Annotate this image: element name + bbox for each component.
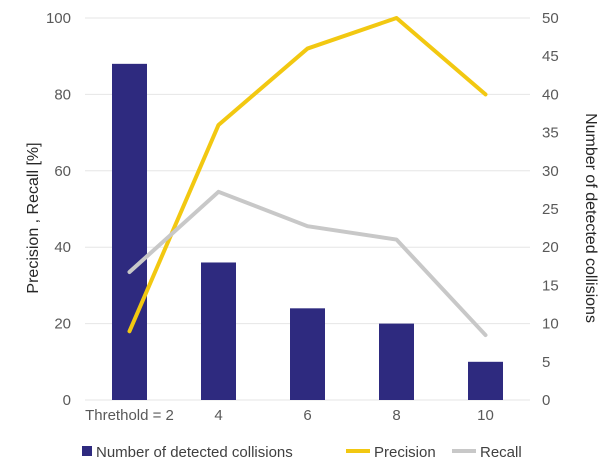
bar (290, 308, 325, 400)
right-tick-label: 35 (542, 125, 559, 142)
x-tick-label: 4 (214, 407, 222, 424)
bar (112, 63, 147, 401)
bar (201, 262, 236, 400)
legend-label-recall: Recall (480, 444, 522, 461)
legend-swatch-collisions (82, 446, 92, 456)
left-axis-ticks: 0 20 40 60 80 100 (46, 10, 71, 409)
x-axis-ticks: Threthold = 2 4 6 8 10 (85, 407, 494, 424)
right-tick-label: 5 (542, 354, 550, 371)
left-tick-label: 100 (46, 10, 71, 27)
x-tick-label: 10 (477, 407, 494, 424)
right-tick-label: 40 (542, 86, 559, 103)
left-tick-label: 40 (54, 239, 71, 256)
legend-label-collisions: Number of detected collisions (96, 444, 293, 461)
left-axis-title: Precision , Recall [%] (25, 142, 42, 293)
x-tick-label: 8 (392, 407, 400, 424)
left-tick-label: 20 (54, 316, 71, 333)
right-tick-label: 45 (542, 48, 559, 65)
right-tick-label: 30 (542, 163, 559, 180)
right-tick-label: 25 (542, 201, 559, 218)
right-tick-label: 50 (542, 10, 559, 27)
right-tick-label: 20 (542, 239, 559, 256)
line-series (127, 16, 488, 338)
legend: Number of detected collisions Precision … (82, 444, 522, 461)
bar (468, 361, 503, 400)
right-tick-label: 0 (542, 392, 550, 409)
right-tick-label: 10 (542, 316, 559, 333)
left-tick-label: 0 (63, 392, 71, 409)
x-tick-label: Threthold = 2 (85, 407, 174, 424)
legend-label-precision: Precision (374, 444, 436, 461)
right-axis-title: Number of detected collisions (582, 113, 599, 323)
bar (379, 323, 414, 400)
right-tick-label: 15 (542, 277, 559, 294)
bar-series (112, 63, 503, 401)
left-tick-label: 80 (54, 86, 71, 103)
x-tick-label: 6 (303, 407, 311, 424)
recall-line (127, 189, 488, 338)
left-tick-label: 60 (54, 163, 71, 180)
right-axis-ticks: 0 5 10 15 20 25 30 35 40 45 50 (542, 10, 559, 409)
precision-line (127, 16, 488, 334)
